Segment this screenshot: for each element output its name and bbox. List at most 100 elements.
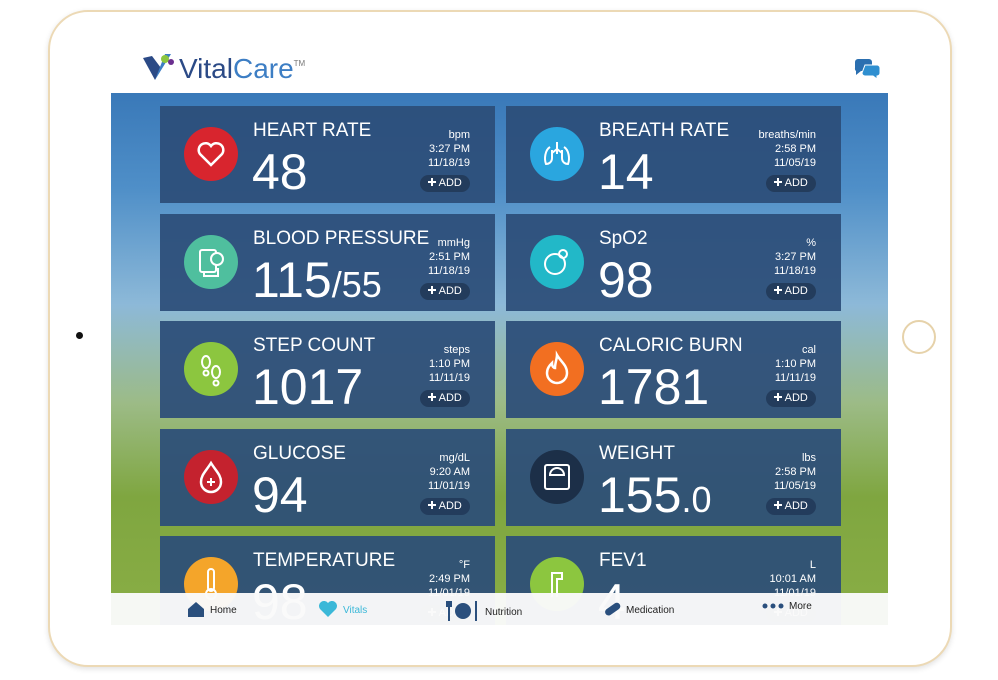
meta-time: 2:58 PM — [775, 465, 816, 478]
vital-value: 1017 — [252, 359, 363, 415]
vital-value: 14 — [598, 144, 654, 200]
vital-card[interactable]: SpO2 98% 3:27 PM 11/18/19 ADD — [506, 213, 841, 311]
add-button[interactable]: ADD — [420, 497, 470, 515]
vital-icon — [184, 234, 238, 289]
vital-meta: lbs 2:58 PM 11/05/19 — [774, 451, 816, 493]
vital-card[interactable]: GLUCOSE 94 mg/dL 9:20 AM 11/01/19 ADD — [160, 428, 495, 526]
plus-icon — [774, 177, 784, 189]
value-main: 94 — [252, 466, 308, 523]
vital-value: 98 — [598, 252, 654, 308]
vital-meta: mmHg 2:51 PM 11/18/19 — [428, 236, 470, 278]
vital-title: BREATH RATE — [599, 120, 730, 141]
brand: VitalCareTM — [179, 53, 306, 84]
vital-title: HEART RATE — [253, 120, 372, 141]
screen: VitalCareTM HEART RATE 48 bpm 3:27 PM 11/18/… — [111, 43, 888, 625]
value-main: 14 — [598, 144, 654, 200]
value-main: 155 — [598, 466, 682, 523]
add-label: ADD — [784, 499, 808, 512]
vital-value: 115/55 — [252, 252, 382, 313]
meta-unit: bpm — [448, 129, 470, 141]
meta-time: 1:10 PM — [429, 358, 470, 370]
meta-date: 11/11/19 — [428, 372, 470, 384]
vital-title: STEP COUNT — [253, 335, 376, 356]
vital-card[interactable]: BREATH RATE 14 breaths/min 2:58 PM 11/05/19 … — [506, 106, 841, 203]
add-button[interactable]: ADD — [420, 390, 470, 407]
nav-item[interactable]: Vitals — [318, 601, 367, 620]
bottom-nav: Home Vitals Nutrition Medication More — [111, 593, 888, 625]
vital-value: 155.0 — [598, 467, 711, 528]
plus-icon — [428, 500, 438, 512]
meta-unit: breaths/min — [758, 129, 816, 141]
vital-title: SpO2 — [599, 227, 648, 249]
meta-date: 11/18/19 — [427, 264, 470, 277]
plus-icon — [428, 177, 438, 189]
meta-time: 1:10 PM — [775, 358, 816, 370]
vital-title: TEMPERATURE — [253, 550, 396, 571]
vital-title: WEIGHT — [599, 442, 675, 464]
add-button[interactable]: ADD — [766, 175, 816, 192]
add-label: ADD — [784, 392, 808, 404]
add-button[interactable]: ADD — [766, 282, 816, 300]
value-main: 115 — [252, 251, 332, 308]
vital-meta: cal 1:10 PM 11/11/19 — [775, 343, 816, 385]
meta-unit: mmHg — [437, 236, 470, 249]
add-button[interactable]: ADD — [420, 282, 470, 300]
value-main: 1781 — [598, 359, 710, 415]
vital-card[interactable]: HEART RATE 48 bpm 3:27 PM 11/18/19 ADD — [160, 106, 495, 203]
home-button[interactable] — [902, 320, 936, 354]
meta-unit: cal — [801, 344, 816, 356]
header: VitalCareTM — [111, 43, 888, 93]
nav-item[interactable]: More — [762, 601, 812, 612]
add-button[interactable]: ADD — [766, 390, 816, 407]
vital-title: GLUCOSE — [253, 442, 346, 464]
meta-unit: % — [806, 236, 816, 249]
add-label: ADD — [784, 177, 808, 189]
vital-card[interactable]: CALORIC BURN 1781 cal 1:10 PM 11/11/19 ADD — [506, 321, 841, 418]
nav-label: Vitals — [343, 605, 368, 616]
plus-icon — [774, 392, 784, 404]
meta-unit: lbs — [801, 451, 816, 464]
vital-icon — [530, 234, 584, 289]
meta-date: 11/11/19 — [774, 372, 816, 384]
add-button[interactable]: ADD — [420, 175, 470, 192]
plus-icon — [428, 392, 438, 404]
meta-date: 11/01/19 — [427, 479, 470, 492]
meta-time: 3:27 PM — [429, 143, 470, 155]
vital-card[interactable]: BLOOD PRESSURE 115/55 mmHg 2:51 PM 11/18/19 … — [160, 213, 495, 313]
vital-icon — [184, 127, 238, 181]
meta-unit: mg/dL — [439, 451, 470, 464]
nav-icon — [446, 601, 480, 624]
vital-meta: breaths/min 2:58 PM 11/05/19 — [759, 128, 816, 170]
chat-icon[interactable] — [853, 56, 881, 80]
nav-item[interactable]: Home — [187, 601, 237, 620]
meta-time: 2:51 PM — [429, 250, 470, 263]
nav-item[interactable]: Nutrition — [446, 601, 522, 624]
meta-unit: L — [809, 559, 816, 571]
nav-icon — [603, 601, 621, 620]
vital-card[interactable]: STEP COUNT 1017 steps 1:10 PM 11/11/19 ADD — [160, 321, 495, 418]
nav-label: Medication — [626, 605, 675, 616]
meta-date: 11/18/19 — [773, 264, 816, 277]
vital-value: 94 — [252, 467, 308, 523]
add-label: ADD — [438, 392, 462, 404]
meta-time: 2:49 PM — [429, 573, 470, 585]
nav-item[interactable]: Medication — [603, 601, 674, 620]
nav-label: More — [789, 601, 812, 612]
vital-value: 1781 — [598, 359, 709, 415]
plus-icon — [774, 500, 784, 512]
vital-title: BLOOD PRESSURE — [253, 227, 430, 249]
add-button[interactable]: ADD — [766, 497, 816, 515]
nav-icon — [187, 601, 205, 620]
vital-icon — [184, 342, 238, 396]
add-label: ADD — [438, 177, 462, 189]
meta-date: 11/05/19 — [773, 157, 816, 169]
nav-icon — [762, 601, 784, 612]
vital-icon — [530, 449, 584, 504]
plus-icon — [428, 285, 438, 297]
vital-card[interactable]: WEIGHT 155.0 lbs 2:58 PM 11/05/19 ADD — [506, 428, 841, 528]
camera — [76, 332, 83, 339]
nav-label: Nutrition — [485, 607, 523, 618]
nav-label: Home — [210, 605, 237, 616]
vital-title: CALORIC BURN — [599, 335, 743, 356]
vital-icon — [530, 127, 584, 181]
